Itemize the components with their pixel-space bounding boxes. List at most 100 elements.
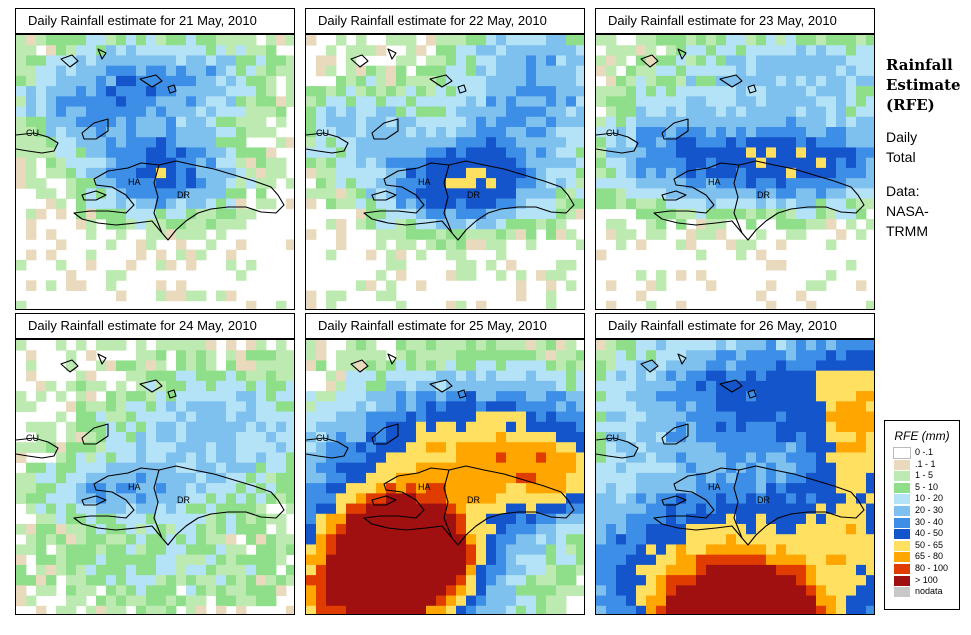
haiti-dr-border bbox=[443, 164, 453, 234]
rainfall-cell bbox=[446, 513, 457, 525]
rainfall-cell bbox=[646, 421, 657, 433]
rainfall-cell bbox=[686, 401, 697, 412]
gonave-island-outline bbox=[371, 190, 397, 201]
rainfall-cell bbox=[716, 564, 727, 576]
rainfall-cell bbox=[716, 86, 727, 97]
rainfall-cell bbox=[766, 432, 777, 443]
rainfall-cell bbox=[526, 147, 537, 159]
rainfall-cell bbox=[56, 564, 67, 576]
rainfall-cell bbox=[246, 370, 257, 382]
rainfall-cell bbox=[246, 564, 257, 576]
rainfall-cell bbox=[106, 86, 117, 97]
rainfall-cell bbox=[636, 106, 647, 118]
rainfall-cell bbox=[636, 360, 647, 372]
rainfall-cell bbox=[846, 401, 857, 412]
rainfall-cell bbox=[216, 472, 227, 484]
rainfall-cell bbox=[706, 75, 717, 87]
rainfall-cell bbox=[396, 249, 407, 261]
rainfall-cell bbox=[486, 442, 497, 453]
rainfall-cell bbox=[426, 564, 437, 576]
rainfall-cell bbox=[476, 513, 487, 525]
legend-item: 30 - 40 bbox=[885, 517, 959, 529]
rainfall-cell bbox=[816, 55, 827, 67]
rainfall-cell bbox=[416, 595, 427, 607]
rainfall-cell bbox=[386, 534, 397, 545]
panel-title: Daily Rainfall estimate for 21 May, 2010 bbox=[15, 8, 295, 34]
rainfall-cell bbox=[526, 421, 537, 433]
rainfall-cell bbox=[716, 534, 727, 545]
rainfall-cell bbox=[796, 554, 807, 566]
rainfall-cell bbox=[26, 401, 37, 412]
rainfall-cell bbox=[356, 534, 367, 545]
legend-item: 65 - 80 bbox=[885, 551, 959, 563]
rainfall-cell bbox=[856, 45, 867, 56]
sidebar-title-line: Rainfall bbox=[886, 56, 953, 74]
rainfall-cell bbox=[816, 157, 827, 169]
rainfall-cell bbox=[226, 452, 237, 464]
rainfall-cell bbox=[786, 360, 797, 372]
rainfall-cell bbox=[276, 370, 287, 382]
rainfall-cell bbox=[466, 360, 477, 372]
rainfall-cell bbox=[816, 137, 827, 148]
rainfall-cell bbox=[156, 350, 167, 361]
rainfall-cell bbox=[456, 35, 467, 46]
sidebar-source-line: TRMM bbox=[886, 223, 928, 239]
rainfall-cell bbox=[206, 96, 217, 107]
great-inagua-outline bbox=[661, 118, 689, 140]
rainfall-cell bbox=[526, 137, 537, 148]
rainfall-cell bbox=[246, 350, 257, 361]
rainfall-cell bbox=[326, 421, 337, 433]
rainfall-cell bbox=[16, 391, 27, 402]
rainfall-cell bbox=[406, 411, 417, 423]
rainfall-cell bbox=[46, 554, 57, 566]
rainfall-cell bbox=[376, 229, 387, 240]
rainfall-cell bbox=[226, 472, 237, 484]
rainfall-cell bbox=[136, 503, 147, 515]
rainfall-cell bbox=[186, 524, 197, 535]
rainfall-cell bbox=[216, 106, 227, 118]
rainfall-cell bbox=[186, 534, 197, 545]
rainfall-cell bbox=[516, 116, 527, 128]
rainfall-cell bbox=[166, 452, 177, 464]
rainfall-cell bbox=[556, 340, 567, 351]
rainfall-cell bbox=[686, 106, 697, 118]
rainfall-cell bbox=[386, 198, 397, 210]
rainfall-cell bbox=[66, 421, 77, 433]
rainfall-cell bbox=[206, 411, 217, 423]
bahamas-outline-2 bbox=[387, 353, 397, 365]
rainfall-cell bbox=[746, 208, 757, 220]
rainfall-cell bbox=[466, 208, 477, 220]
rainfall-cell bbox=[106, 280, 117, 291]
rainfall-cell bbox=[686, 493, 697, 504]
rainfall-cell bbox=[436, 483, 447, 494]
rainfall-cell bbox=[226, 55, 237, 67]
rainfall-cell bbox=[456, 472, 467, 484]
rainfall-cell bbox=[866, 442, 874, 453]
rainfall-cell bbox=[646, 198, 657, 210]
rainfall-cell bbox=[666, 188, 677, 199]
rainfall-cell bbox=[136, 401, 147, 412]
rainfall-cell bbox=[776, 96, 787, 107]
rainfall-cell bbox=[546, 127, 557, 138]
rainfall-cell bbox=[376, 157, 387, 169]
rainfall-cell bbox=[186, 432, 197, 443]
rainfall-cell bbox=[856, 116, 867, 128]
rainfall-cell bbox=[196, 462, 207, 474]
rainfall-cell bbox=[846, 370, 857, 382]
rainfall-cell bbox=[456, 208, 467, 220]
rainfall-cell bbox=[566, 340, 577, 351]
rainfall-cell bbox=[226, 45, 237, 56]
rainfall-cell bbox=[436, 472, 447, 484]
rainfall-cell bbox=[806, 340, 817, 351]
rainfall-cell bbox=[116, 157, 127, 169]
rainfall-cell bbox=[826, 401, 837, 412]
rainfall-cell bbox=[106, 401, 117, 412]
turks-outline bbox=[167, 84, 177, 94]
rainfall-cell bbox=[706, 544, 717, 556]
rainfall-cell bbox=[576, 564, 584, 576]
rainfall-cell bbox=[866, 462, 874, 474]
rainfall-cell bbox=[386, 147, 397, 159]
rainfall-cell bbox=[56, 524, 67, 535]
rainfall-cell bbox=[466, 391, 477, 402]
